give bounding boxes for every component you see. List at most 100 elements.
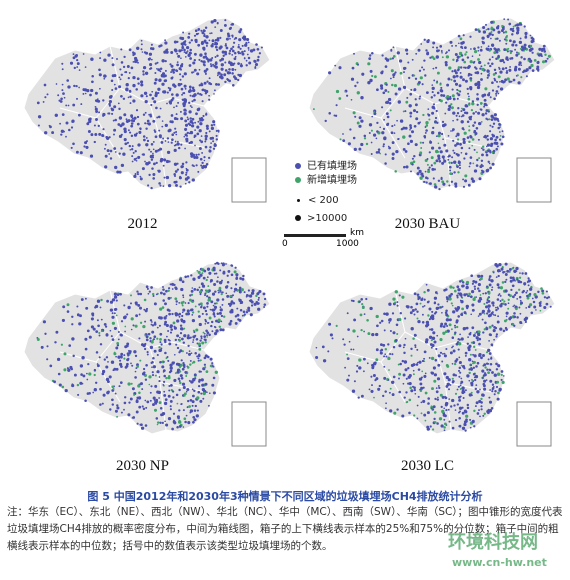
new-landfill-dot bbox=[390, 69, 394, 73]
existing-landfill-dot bbox=[409, 115, 412, 118]
new-landfill-dot bbox=[446, 180, 449, 183]
new-landfill-dot bbox=[517, 52, 520, 55]
existing-landfill-dot bbox=[258, 289, 262, 294]
existing-landfill-dot bbox=[537, 290, 540, 294]
existing-landfill-dot bbox=[60, 129, 65, 133]
existing-landfill-dot bbox=[454, 71, 458, 75]
existing-landfill-dot bbox=[209, 32, 211, 35]
existing-landfill-dot bbox=[503, 18, 506, 20]
existing-landfill-dot bbox=[173, 180, 176, 184]
existing-landfill-dot bbox=[497, 30, 501, 34]
existing-landfill-dot bbox=[108, 104, 111, 107]
existing-landfill-dot bbox=[193, 52, 197, 56]
existing-landfill-dot bbox=[165, 323, 169, 328]
existing-landfill-dot bbox=[465, 293, 468, 296]
existing-landfill-dot bbox=[197, 390, 201, 394]
existing-landfill-dot bbox=[217, 276, 219, 279]
existing-landfill-dot bbox=[162, 137, 165, 140]
china-map bbox=[308, 17, 556, 203]
existing-landfill-dot bbox=[237, 52, 240, 55]
existing-landfill-dot bbox=[181, 337, 184, 341]
existing-landfill-dot bbox=[489, 96, 492, 99]
existing-landfill-dot bbox=[473, 148, 476, 151]
china-map bbox=[308, 261, 556, 447]
existing-landfill-dot bbox=[474, 378, 477, 382]
existing-landfill-dot bbox=[174, 287, 178, 291]
existing-landfill-dot bbox=[150, 361, 153, 365]
existing-landfill-dot bbox=[120, 48, 123, 51]
existing-landfill-dot bbox=[193, 155, 197, 159]
existing-landfill-dot bbox=[358, 116, 362, 120]
existing-landfill-dot bbox=[466, 56, 470, 59]
existing-landfill-dot bbox=[500, 378, 503, 381]
existing-landfill-dot bbox=[347, 328, 350, 331]
existing-landfill-dot bbox=[367, 81, 371, 85]
existing-landfill-dot bbox=[435, 306, 439, 310]
existing-landfill-dot bbox=[354, 115, 357, 118]
existing-landfill-dot bbox=[185, 168, 189, 172]
existing-landfill-dot bbox=[132, 75, 136, 80]
new-landfill-dot bbox=[445, 364, 449, 367]
existing-landfill-dot bbox=[452, 97, 456, 101]
existing-landfill-dot bbox=[457, 107, 460, 110]
existing-landfill-dot bbox=[482, 292, 485, 295]
existing-landfill-dot bbox=[179, 175, 182, 178]
existing-landfill-dot bbox=[443, 123, 447, 127]
existing-landfill-dot bbox=[113, 147, 117, 150]
existing-landfill-dot bbox=[475, 164, 479, 167]
new-landfill-dot bbox=[488, 72, 491, 75]
existing-landfill-dot bbox=[433, 312, 437, 315]
existing-landfill-dot bbox=[427, 113, 429, 115]
existing-landfill-dot bbox=[131, 145, 134, 148]
new-landfill-dot bbox=[412, 373, 415, 376]
existing-landfill-dot bbox=[454, 331, 457, 335]
existing-landfill-dot bbox=[194, 144, 196, 147]
existing-landfill-dot bbox=[171, 427, 174, 431]
existing-landfill-dot bbox=[128, 48, 132, 52]
existing-landfill-dot bbox=[187, 118, 190, 121]
existing-landfill-dot bbox=[205, 334, 209, 337]
existing-landfill-dot bbox=[249, 49, 254, 53]
scale-end: 1000 bbox=[336, 239, 359, 249]
existing-landfill-dot bbox=[201, 40, 204, 44]
new-landfill-dot bbox=[410, 354, 413, 357]
existing-landfill-dot bbox=[392, 331, 396, 335]
existing-landfill-dot bbox=[515, 44, 518, 47]
new-landfill-dot bbox=[218, 288, 221, 291]
existing-landfill-dot bbox=[519, 312, 522, 315]
existing-landfill-dot bbox=[73, 373, 77, 377]
existing-landfill-dot bbox=[459, 384, 462, 387]
existing-landfill-dot bbox=[189, 104, 192, 107]
existing-landfill-dot bbox=[480, 147, 483, 150]
existing-landfill-dot bbox=[263, 306, 266, 308]
existing-landfill-dot bbox=[456, 165, 459, 168]
existing-landfill-dot bbox=[152, 365, 156, 369]
existing-landfill-dot bbox=[176, 415, 180, 419]
existing-landfill-dot bbox=[158, 397, 160, 399]
new-landfill-dot bbox=[93, 373, 96, 377]
new-landfill-dot bbox=[416, 317, 419, 320]
existing-landfill-dot bbox=[109, 95, 113, 98]
existing-landfill-dot bbox=[143, 344, 146, 347]
existing-landfill-dot bbox=[499, 87, 504, 91]
existing-landfill-dot bbox=[197, 170, 200, 173]
existing-landfill-dot bbox=[228, 322, 232, 326]
existing-landfill-dot bbox=[496, 117, 499, 121]
existing-landfill-dot bbox=[488, 333, 492, 336]
existing-landfill-dot bbox=[394, 339, 398, 342]
existing-landfill-dot bbox=[125, 142, 128, 145]
new-landfill-dot bbox=[480, 397, 483, 401]
existing-landfill-dot bbox=[408, 374, 412, 378]
existing-landfill-dot bbox=[256, 47, 260, 51]
existing-landfill-dot bbox=[441, 120, 445, 123]
existing-landfill-dot bbox=[351, 66, 355, 70]
existing-landfill-dot bbox=[443, 352, 446, 355]
existing-landfill-dot bbox=[500, 29, 504, 33]
existing-landfill-dot bbox=[213, 283, 217, 286]
existing-landfill-dot bbox=[516, 23, 520, 27]
existing-landfill-dot bbox=[447, 378, 451, 382]
existing-landfill-dot bbox=[193, 58, 197, 62]
existing-landfill-dot bbox=[143, 308, 146, 311]
existing-landfill-dot bbox=[491, 286, 494, 289]
existing-landfill-dot bbox=[206, 127, 209, 130]
